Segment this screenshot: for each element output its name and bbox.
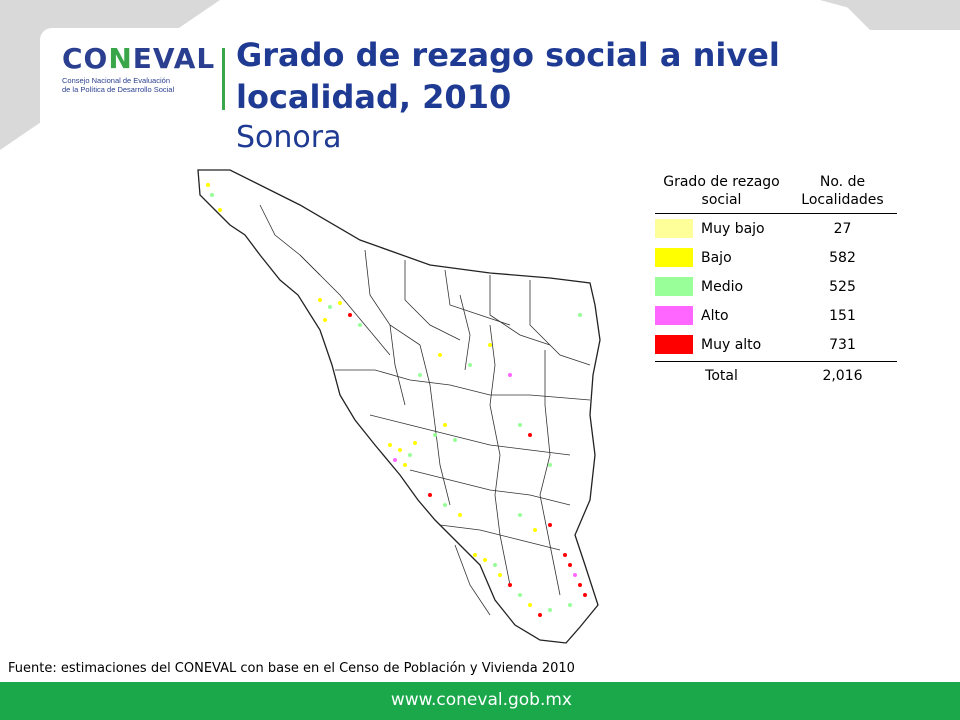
logo-subtitle: Consejo Nacional de Evaluación de la Pol… bbox=[62, 76, 212, 94]
footer-url[interactable]: www.coneval.gob.mx bbox=[390, 690, 572, 710]
legend-label: Muy bajo bbox=[701, 220, 765, 237]
sonora-map bbox=[197, 169, 601, 644]
legend-label: Bajo bbox=[701, 249, 732, 266]
logo-wordmark: CONEVAL bbox=[62, 42, 216, 75]
footer-bar: www.coneval.gob.mx bbox=[0, 682, 960, 720]
legend-value: 151 bbox=[829, 307, 856, 324]
page-title: Grado de rezago social a nivel localidad… bbox=[236, 36, 780, 116]
legend-row: Medio 525 bbox=[655, 272, 897, 301]
legend-col1-header: Grado de rezago social bbox=[663, 174, 780, 208]
title-divider bbox=[222, 48, 225, 110]
legend-swatch bbox=[655, 277, 693, 296]
legend-label: Medio bbox=[701, 278, 744, 295]
legend-total-value: 2,016 bbox=[822, 368, 863, 384]
legend-header: Grado de rezago social No. de Localidade… bbox=[655, 173, 897, 214]
logo-wordmark-part: CO bbox=[62, 42, 109, 75]
legend-value: 525 bbox=[829, 278, 856, 295]
legend-value: 27 bbox=[833, 220, 852, 237]
legend-value: 582 bbox=[829, 249, 856, 266]
legend-label: Alto bbox=[701, 307, 729, 324]
legend-total-row: Total 2,016 bbox=[655, 361, 897, 390]
legend-row: Bajo 582 bbox=[655, 243, 897, 272]
coneval-logo: CONEVAL Consejo Nacional de Evaluación d… bbox=[62, 42, 216, 95]
legend-col2-header: No. de Localidades bbox=[801, 174, 884, 208]
municipal-boundaries bbox=[259, 204, 591, 616]
page-subtitle: Sonora bbox=[236, 120, 342, 155]
legend-label: Muy alto bbox=[701, 336, 762, 353]
state-outline bbox=[197, 169, 601, 644]
legend-swatch bbox=[655, 248, 693, 267]
logo-wordmark-part: EVAL bbox=[132, 42, 216, 75]
legend-swatch bbox=[655, 219, 693, 238]
legend-value: 731 bbox=[829, 336, 856, 353]
logo-subtitle-line: Consejo Nacional de Evaluación bbox=[62, 76, 170, 85]
legend-swatch bbox=[655, 335, 693, 354]
legend-total-label: Total bbox=[705, 368, 738, 384]
source-note: Fuente: estimaciones del CONEVAL con bas… bbox=[8, 661, 575, 676]
legend-row: Muy alto 731 bbox=[655, 330, 897, 359]
logo-subtitle-line: de la Política de Desarrollo Social bbox=[62, 85, 175, 94]
legend-swatch bbox=[655, 306, 693, 325]
header-panel bbox=[40, 28, 850, 158]
logo-wordmark-part: N bbox=[108, 42, 133, 75]
legend-table: Grado de rezago social No. de Localidade… bbox=[655, 173, 897, 390]
legend-row: Alto 151 bbox=[655, 301, 897, 330]
legend-rows: Muy bajo 27 Bajo 582 Medio 525 Alto 151 Muy alto… bbox=[655, 214, 897, 359]
locality-points bbox=[206, 183, 587, 617]
legend-row: Muy bajo 27 bbox=[655, 214, 897, 243]
corner-decoration-right bbox=[820, 0, 960, 30]
